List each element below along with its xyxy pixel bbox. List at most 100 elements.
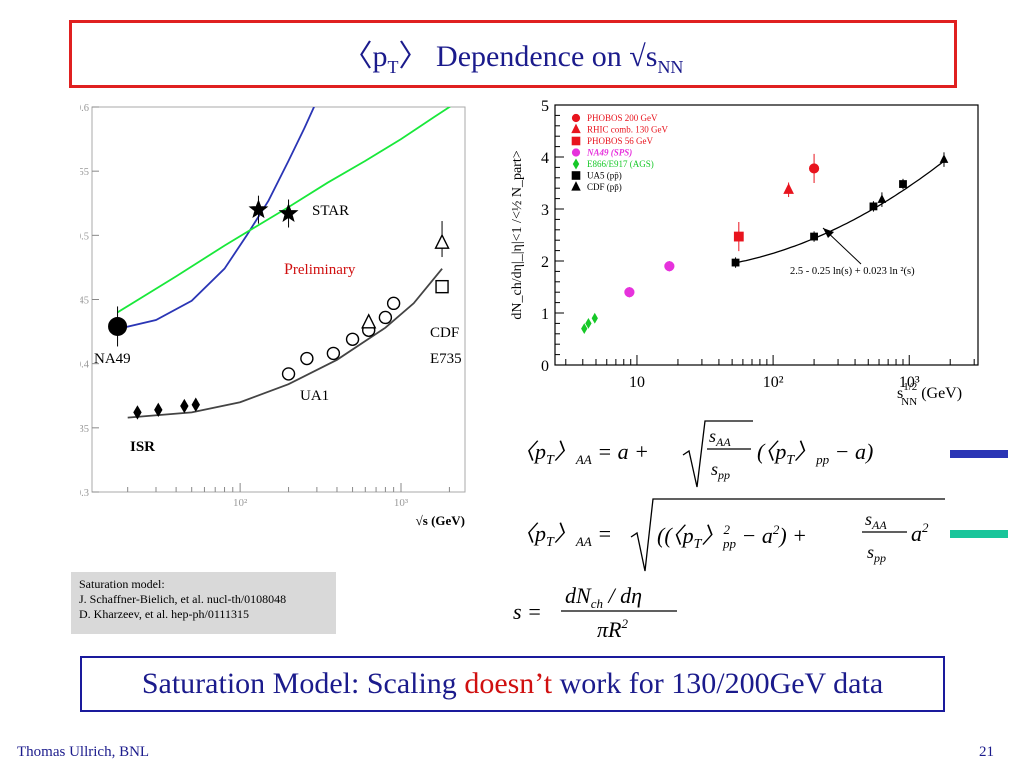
page-number: 21 — [979, 744, 994, 760]
svg-text:spp: spp — [867, 542, 886, 565]
legend-marker — [571, 171, 581, 180]
point-label-e735: E735 — [430, 351, 462, 367]
y-tick-label: 5 — [541, 100, 549, 115]
point-label-isr: ISR — [130, 439, 155, 455]
data-point — [733, 231, 744, 242]
reference-line: D. Kharzeev, et al. hep-ph/0111315 — [79, 607, 249, 621]
y-tick-label: 0.5 — [80, 231, 89, 242]
svg-text:πR2: πR2 — [597, 616, 628, 640]
formula-pt-aa-alt: 〈pT〉AA = ((〈pT〉2 pp − a2) + sAA spp a2 — [513, 498, 945, 572]
y-tick-label: 4 — [541, 150, 549, 167]
series-isr — [133, 397, 200, 420]
data-point — [624, 287, 635, 298]
y-tick-label: 0.6 — [80, 103, 89, 114]
y-tick-label: 0.4 — [80, 360, 90, 371]
svg-text:((〈pT〉2pp − a2) +: ((〈pT〉2 pp − a2) + — [657, 522, 807, 552]
x-axis-main: s — [897, 385, 903, 402]
y-tick-label: 0.3 — [80, 488, 89, 499]
formula-pt-aa: 〈pT〉AA = a + sAA spp (〈pT〉pp − a) — [513, 420, 873, 488]
series-cdf-pp- — [877, 152, 949, 207]
fit-curve — [735, 160, 945, 264]
data-point — [783, 183, 794, 194]
series-e735 — [361, 221, 450, 329]
series-phobos-200-gev — [808, 153, 820, 183]
x-axis-unit: (GeV) — [917, 385, 962, 402]
x-tick-label: 10 — [629, 374, 645, 391]
svg-text:sAA: sAA — [709, 426, 731, 449]
point-label-star: STAR — [312, 203, 349, 219]
y-tick-label: 0.35 — [80, 424, 89, 435]
legend-label: RHIC comb. 130 GeV — [587, 125, 668, 135]
title-text: 〈pT〉 Dependence on √sNN — [342, 39, 684, 77]
x-axis-sup: 1/2 — [903, 381, 917, 393]
fit-curve — [117, 107, 315, 330]
series-rhic-comb-130-gev — [783, 182, 794, 198]
fit-label: 2.5 - 0.25 ln(s) + 0.023 ln ²(s) — [790, 266, 915, 277]
data-point — [345, 332, 360, 346]
x-tick-label: 10² — [233, 497, 248, 509]
saturation-formulas: 〈pT〉AA = a + sAA spp (〈pT〉pp − a) 〈pT〉AA… — [513, 420, 1008, 640]
data-point — [869, 202, 878, 211]
data-point — [378, 310, 393, 325]
legend-label: E866/E917 (AGS) — [587, 159, 654, 169]
y-axis-title: dN_ch/dη|_|η|<1 /<½ N_part> — [510, 150, 525, 319]
legend-label: PHOBOS 56 GeV — [587, 136, 654, 146]
y-tick-label: 0.45 — [80, 296, 89, 307]
legend-marker — [571, 148, 581, 157]
svg-text:s =: s = — [513, 599, 542, 624]
fit-arrow-head — [823, 228, 834, 238]
series-na49-sps- — [624, 261, 675, 298]
formula-2-teal-swatch — [950, 530, 1008, 538]
plot-frame — [554, 104, 979, 366]
series-ua5-pp- — [731, 178, 907, 268]
formula-1-blue-swatch — [950, 450, 1008, 458]
data-point — [386, 296, 401, 311]
formula-2-lhs: 〈pT〉AA = — [513, 521, 612, 550]
data-point — [899, 180, 907, 188]
svg-text:a2: a2 — [911, 520, 929, 546]
plot-frame — [91, 106, 466, 493]
data-point — [191, 397, 200, 412]
data-point — [581, 323, 588, 334]
preliminary-initial: P — [284, 261, 293, 278]
legend-label: NA49 (SPS) — [586, 148, 632, 158]
svg-text:sAA: sAA — [865, 509, 887, 532]
data-point — [133, 405, 142, 420]
data-point — [326, 346, 341, 361]
x-tick-label: 10³ — [899, 374, 920, 391]
preliminary-label: Preliminary — [284, 261, 356, 278]
formula-1-lhs: 〈pT〉AA = a + — [513, 439, 649, 468]
y-tick-label: 1 — [541, 306, 549, 323]
point-label-na49: NA49 — [94, 351, 131, 367]
legend-label: UA5 (pp̄) — [587, 171, 622, 181]
data-point — [731, 258, 740, 267]
data-point — [154, 402, 163, 418]
data-point — [591, 312, 598, 324]
y-tick-label: 0 — [541, 358, 549, 375]
data-point — [434, 233, 450, 249]
slide-title: 〈pT〉 Dependence on √sNN — [69, 20, 957, 88]
data-point — [939, 154, 949, 163]
y-tick-label: 2 — [541, 254, 549, 271]
data-point — [248, 199, 269, 219]
data-point — [877, 194, 887, 203]
data-point — [180, 398, 189, 414]
x-axis-title: s1/2 NN (GeV) — [897, 381, 962, 408]
data-point — [278, 203, 299, 222]
legend-marker — [571, 136, 581, 146]
fit-curve — [127, 268, 443, 419]
data-point — [585, 318, 592, 329]
x-axis-title: √s (GeV) — [416, 513, 465, 528]
reference-line: Saturation model: — [79, 577, 165, 591]
legend-marker — [572, 158, 580, 170]
svg-text:spp: spp — [711, 459, 730, 482]
y-tick-label: 3 — [541, 202, 549, 219]
legend-marker — [571, 123, 581, 134]
reference-box: Saturation model: J. Schaffner-Bielich, … — [71, 572, 336, 634]
data-point — [664, 261, 675, 272]
conclusion-box: Saturation Model: Scaling doesn’t work f… — [80, 656, 945, 712]
preliminary-rest: reliminary — [293, 262, 356, 278]
